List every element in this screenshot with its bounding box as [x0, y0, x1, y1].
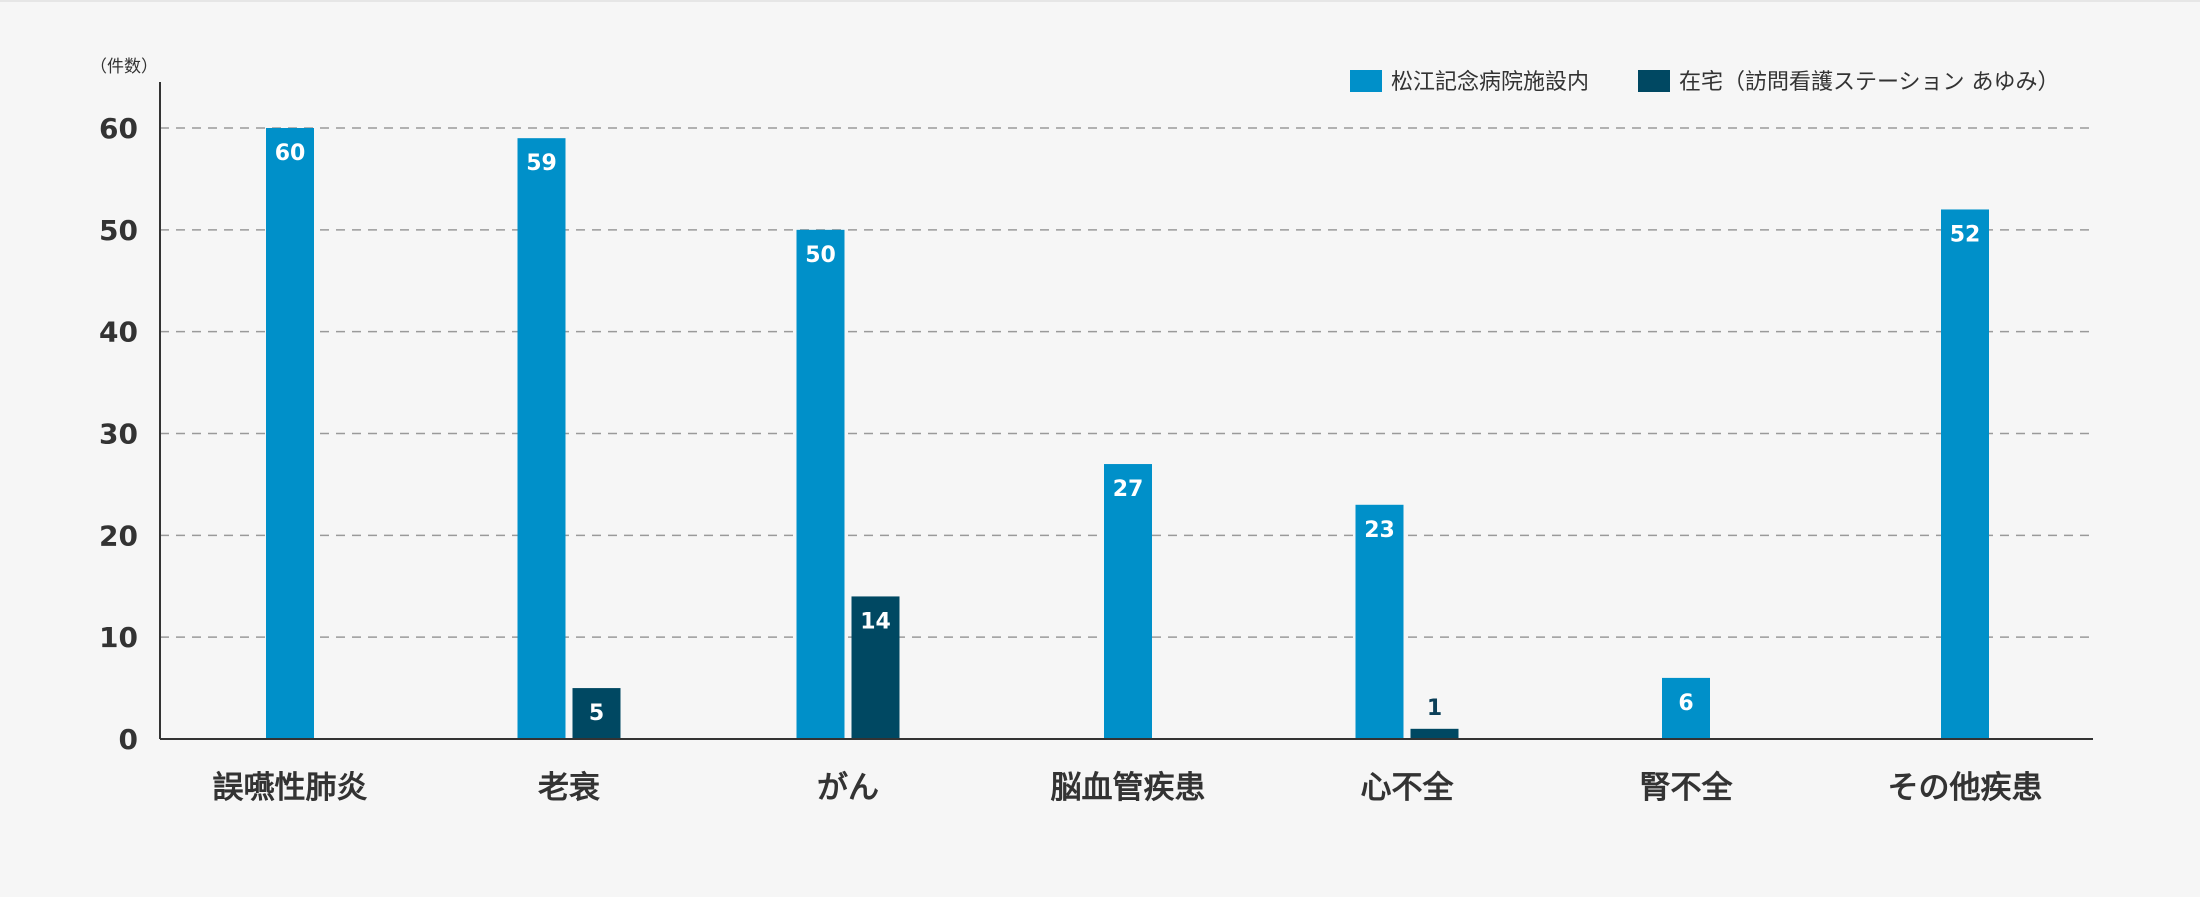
- bar-facility: [796, 229, 845, 740]
- tick-labels: 0 10 20 30 40 50 60 誤嚥性肺炎 老衰 がん 脳血管疾患 心不全 腎不全 その他疾患: [99, 112, 2042, 806]
- bar-facility: [266, 128, 314, 739]
- y-tick-label: 20: [99, 519, 138, 552]
- bar-facility: [1355, 504, 1404, 739]
- bars: [266, 128, 1989, 740]
- y-axis-unit-label: （件数）: [90, 57, 158, 77]
- x-tick-label: 腎不全: [1640, 770, 1734, 806]
- bar-value-label: 59: [526, 151, 557, 176]
- bar-facility: [517, 138, 566, 739]
- legend-swatch-facility: [1350, 70, 1382, 92]
- bar-value-label: 6: [1678, 691, 1693, 716]
- x-tick-label: 老衰: [538, 770, 600, 806]
- bar-value-label: 5: [589, 701, 604, 726]
- data-labels: 60 59 5 50 14 27 23 1 6 52: [275, 141, 1981, 726]
- bar-home: [572, 688, 621, 739]
- legend-swatch-home: [1638, 70, 1670, 92]
- x-tick-label: 脳血管疾患: [1051, 770, 1206, 806]
- axes: [159, 82, 2093, 740]
- bar-home: [1410, 728, 1459, 739]
- bar-value-label: 27: [1113, 477, 1144, 502]
- bar-value-label: 23: [1364, 518, 1395, 543]
- y-tick-label: 0: [119, 723, 138, 756]
- x-tick-label: 心不全: [1361, 770, 1455, 806]
- bar-value-label: 50: [805, 243, 836, 268]
- x-tick-label: 誤嚥性肺炎: [213, 770, 368, 806]
- legend-label-facility: 松江記念病院施設内: [1391, 70, 1589, 95]
- y-tick-label: 40: [99, 316, 138, 349]
- bar-facility: [1104, 464, 1152, 739]
- legend: 松江記念病院施設内 在宅（訪問看護ステーション あゆみ）: [1350, 70, 2060, 95]
- y-tick-label: 30: [99, 418, 138, 451]
- bar-home: [851, 596, 900, 739]
- y-tick-label: 50: [99, 214, 138, 247]
- bar-value-label: 14: [860, 609, 891, 634]
- bar-value-label: 1: [1427, 696, 1442, 721]
- x-tick-label: がん: [817, 770, 879, 806]
- y-tick-label: 60: [99, 112, 138, 145]
- bar-value-label: 60: [275, 141, 306, 166]
- x-tick-label: その他疾患: [1888, 770, 2043, 806]
- y-tick-label: 10: [99, 621, 138, 654]
- bar-value-label: 52: [1950, 222, 1981, 247]
- bar-facility: [1662, 677, 1710, 739]
- bar-facility: [1941, 209, 1989, 739]
- legend-label-home: 在宅（訪問看護ステーション あゆみ）: [1679, 70, 2060, 95]
